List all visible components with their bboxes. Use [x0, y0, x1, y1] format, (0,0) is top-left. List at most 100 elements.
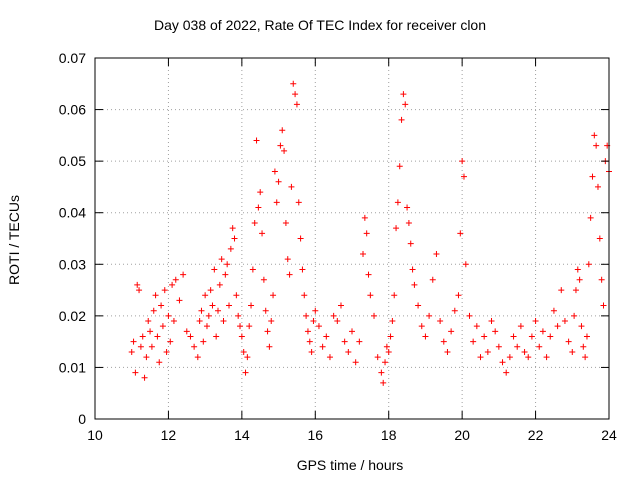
data-point [565, 338, 572, 345]
data-point [593, 142, 600, 149]
data-point [196, 318, 203, 325]
data-point [198, 307, 205, 314]
data-point [459, 158, 466, 165]
data-points [128, 80, 612, 386]
data-point [387, 333, 394, 340]
data-point [422, 333, 429, 340]
data-point [227, 245, 234, 252]
data-point [141, 374, 148, 381]
data-point [444, 348, 451, 355]
data-point [139, 333, 146, 340]
data-point [492, 328, 499, 335]
data-point [156, 359, 163, 366]
data-point [569, 348, 576, 355]
data-point [594, 183, 601, 190]
x-tick-label: 10 [87, 427, 103, 443]
data-point [310, 318, 317, 325]
data-point [304, 328, 311, 335]
data-point [429, 276, 436, 283]
data-point [389, 318, 396, 325]
data-point [547, 333, 554, 340]
data-point [203, 323, 210, 330]
data-point [222, 271, 229, 278]
data-point [297, 235, 304, 242]
data-point [583, 333, 590, 340]
x-tick-label: 20 [454, 427, 470, 443]
data-point [249, 266, 256, 273]
x-tick-label: 16 [307, 427, 323, 443]
data-point [558, 287, 565, 294]
data-point [187, 333, 194, 340]
data-point [451, 307, 458, 314]
data-point [382, 359, 389, 366]
data-point [134, 281, 141, 288]
data-point [200, 338, 207, 345]
data-point [301, 292, 308, 299]
data-point [404, 204, 411, 211]
data-point [150, 307, 157, 314]
data-point [326, 354, 333, 361]
data-point [473, 323, 480, 330]
data-point [539, 328, 546, 335]
data-point [349, 328, 355, 335]
data-point [391, 292, 398, 299]
data-point [528, 333, 535, 340]
data-point [393, 225, 400, 232]
data-point [598, 276, 605, 283]
y-tick-label: 0.03 [59, 256, 86, 272]
y-tick-label: 0.02 [59, 308, 86, 324]
data-point [260, 276, 267, 283]
data-point [170, 318, 177, 325]
data-point [319, 343, 326, 350]
x-tick-label: 24 [601, 427, 617, 443]
data-point [248, 302, 255, 309]
data-point [240, 348, 247, 355]
data-point [152, 292, 159, 299]
data-point [334, 318, 341, 325]
data-point [226, 302, 233, 309]
data-point [271, 168, 278, 175]
data-point [154, 333, 161, 340]
data-point [488, 318, 495, 325]
plot-frame [94, 57, 610, 420]
data-point [308, 348, 315, 355]
data-point [345, 348, 352, 355]
data-point [183, 328, 190, 335]
data-point [574, 266, 581, 273]
data-point [396, 163, 403, 170]
data-point [312, 307, 319, 314]
data-point [246, 323, 253, 330]
data-point [273, 199, 280, 206]
data-point [237, 323, 244, 330]
data-point [514, 343, 521, 350]
data-point [159, 323, 166, 330]
data-point [409, 266, 416, 273]
data-point [460, 173, 467, 180]
data-point [161, 287, 168, 294]
data-point [216, 281, 223, 288]
data-point [130, 338, 137, 345]
data-point [448, 328, 455, 335]
data-point [517, 323, 524, 330]
data-point [402, 101, 409, 108]
data-point [374, 354, 381, 361]
data-point [268, 318, 275, 325]
data-point [398, 116, 405, 123]
data-point [455, 292, 462, 299]
data-point [341, 338, 348, 345]
y-tick-label: 0.06 [59, 102, 86, 118]
data-point [233, 292, 240, 299]
data-point [440, 338, 447, 345]
grid-lines [95, 58, 609, 419]
data-point [589, 173, 596, 180]
data-point [315, 323, 322, 330]
data-point [290, 80, 297, 87]
data-point [209, 302, 216, 309]
data-point [277, 142, 284, 149]
data-point [495, 343, 502, 350]
x-tick-label: 12 [161, 427, 177, 443]
data-point [275, 178, 282, 185]
data-point [270, 292, 277, 299]
data-point [169, 281, 176, 288]
